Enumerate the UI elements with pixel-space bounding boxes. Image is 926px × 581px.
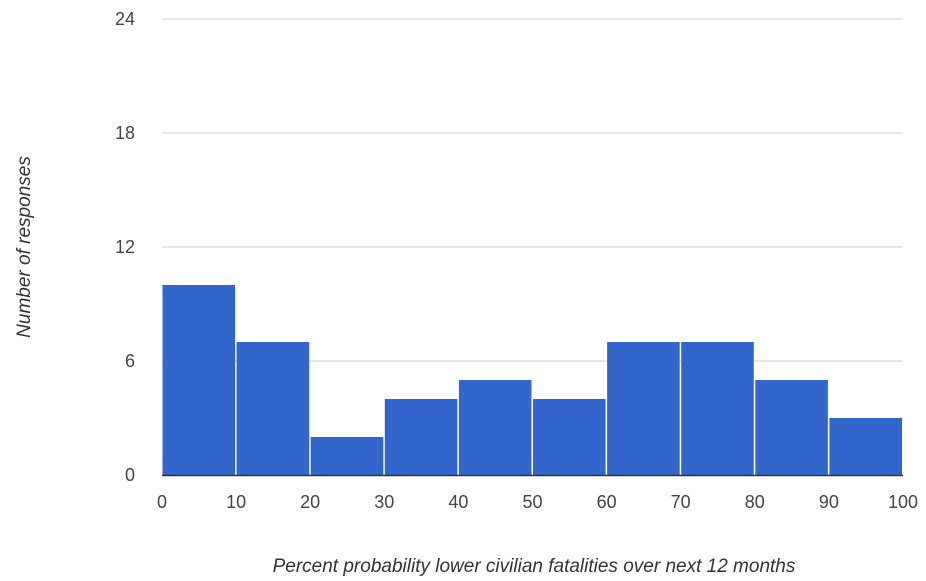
bar-40-50 bbox=[458, 380, 532, 475]
x-tick-label-60: 60 bbox=[597, 492, 617, 512]
x-tick-label-80: 80 bbox=[745, 492, 765, 512]
x-tick-label-50: 50 bbox=[522, 492, 542, 512]
x-tick-label-90: 90 bbox=[819, 492, 839, 512]
bar-0-10 bbox=[162, 285, 236, 475]
bar-50-60 bbox=[533, 399, 606, 475]
x-tick-label-20: 20 bbox=[300, 492, 320, 512]
bar-70-80 bbox=[681, 342, 754, 475]
histogram-bars bbox=[162, 285, 902, 475]
bar-80-90 bbox=[755, 380, 828, 475]
y-tick-label-24: 24 bbox=[115, 9, 135, 29]
bar-20-30 bbox=[310, 437, 384, 475]
gridlines bbox=[162, 18, 903, 362]
x-tick-label-0: 0 bbox=[157, 492, 167, 512]
y-tick-label-0: 0 bbox=[125, 465, 135, 485]
y-tick-label-12: 12 bbox=[115, 237, 135, 257]
y-tick-label-18: 18 bbox=[115, 123, 135, 143]
y-axis-title: Number of responses bbox=[14, 156, 35, 338]
x-tick-label-40: 40 bbox=[448, 492, 468, 512]
y-tick-label-6: 6 bbox=[125, 351, 135, 371]
x-tick-label-30: 30 bbox=[374, 492, 394, 512]
bar-30-40 bbox=[384, 399, 458, 475]
x-tick-label-100: 100 bbox=[888, 492, 918, 512]
bar-60-70 bbox=[607, 342, 680, 475]
x-tick-label-70: 70 bbox=[671, 492, 691, 512]
x-axis-title: Percent probability lower civilian fatal… bbox=[273, 556, 796, 577]
bar-10-20 bbox=[236, 342, 310, 475]
x-tick-label-10: 10 bbox=[226, 492, 246, 512]
y-axis-tick-labels: 0 6 12 18 24 bbox=[115, 9, 135, 485]
x-axis-tick-labels: 0 10 20 30 40 50 60 70 80 90 100 bbox=[157, 492, 918, 512]
bar-90-100 bbox=[829, 418, 902, 475]
